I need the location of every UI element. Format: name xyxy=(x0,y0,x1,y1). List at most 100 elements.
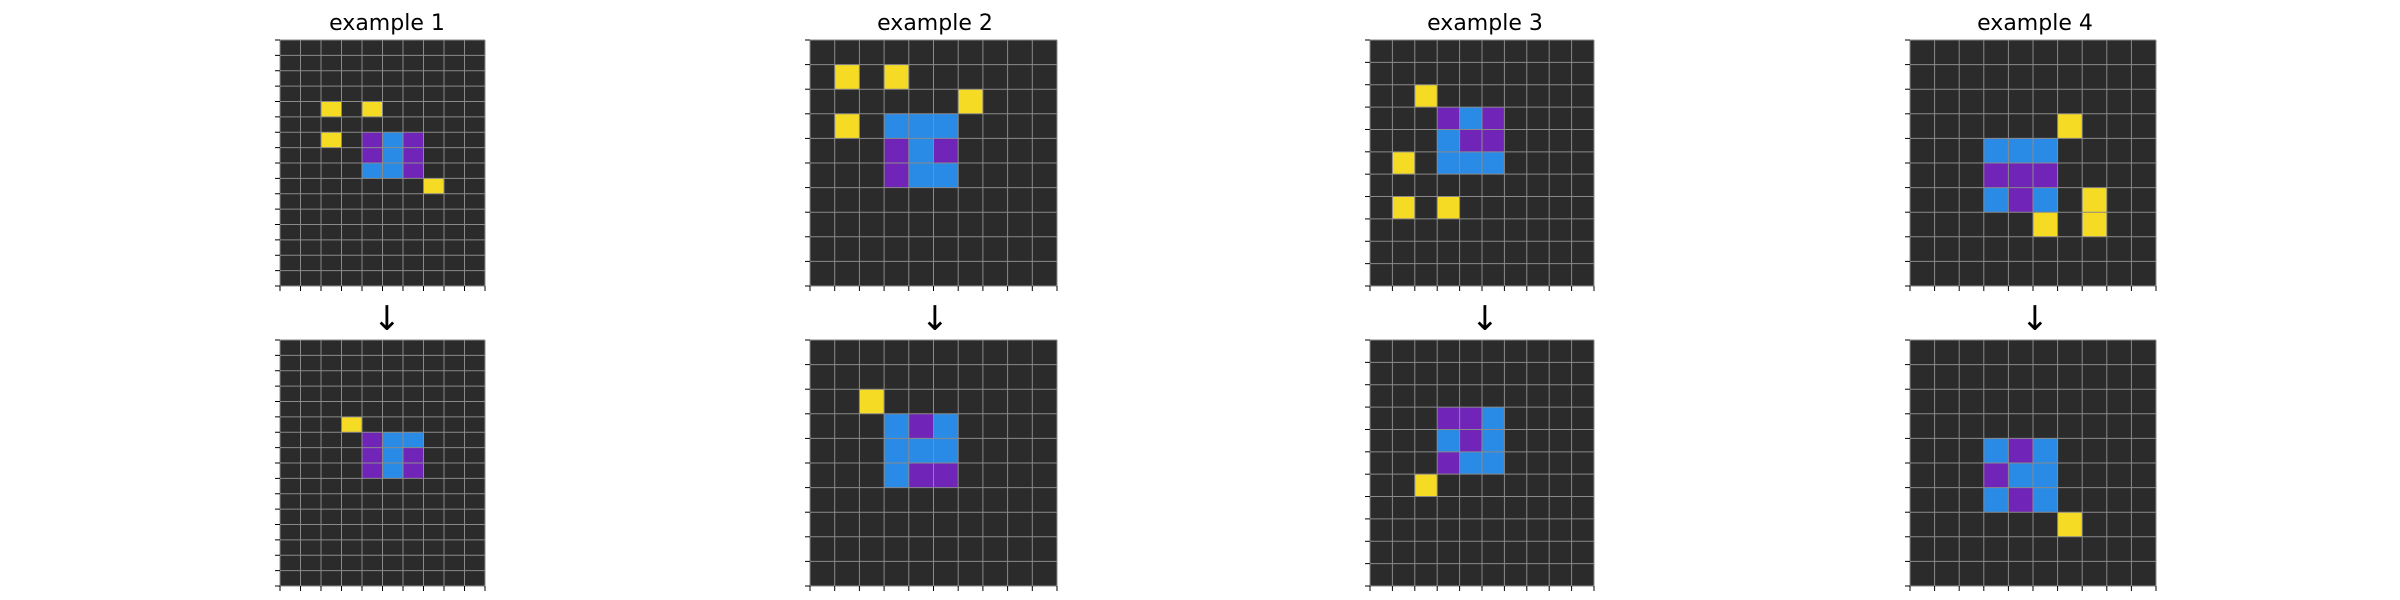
example-panel-2: example 2 ↓ xyxy=(805,11,1058,591)
output-grid xyxy=(1365,339,1595,591)
input-grid-cell xyxy=(908,138,934,163)
output-grid-cell xyxy=(382,447,403,463)
output-grid-cell xyxy=(403,432,424,448)
output-grid-cell xyxy=(382,463,403,479)
output-grid-cell xyxy=(1459,407,1482,430)
down-arrow-icon: ↓ xyxy=(373,299,402,339)
input-grid-cell xyxy=(884,113,909,139)
input-grid-ticks xyxy=(275,39,486,291)
output-grid-ticks xyxy=(1365,339,1595,591)
input-grid-cell xyxy=(1392,151,1415,175)
output-grid-cell xyxy=(403,463,424,479)
output-grid-cell xyxy=(1459,451,1482,475)
output-grid-ticks xyxy=(275,339,486,591)
example-panel-4: example 4 ↓ xyxy=(1905,11,2157,591)
output-grid-cell xyxy=(1983,438,2009,463)
output-grid-cell xyxy=(1437,451,1460,475)
output-grid-cell xyxy=(1459,429,1482,452)
input-grid-cell xyxy=(2033,212,2058,237)
input-grid xyxy=(1905,39,2157,291)
output-grid-cell xyxy=(2033,438,2058,463)
input-grid-cell xyxy=(2082,212,2107,237)
input-grid-ticks xyxy=(1365,39,1595,291)
output-grid-cell xyxy=(933,413,959,439)
input-grid-cell xyxy=(1983,163,2009,188)
input-grid-cell xyxy=(2057,113,2083,139)
output-grid-cell xyxy=(933,463,959,488)
input-grid-cell xyxy=(834,113,860,139)
input-grid-cell xyxy=(362,163,383,179)
input-grid-cell xyxy=(933,138,959,163)
example-title: example 2 xyxy=(877,11,993,36)
input-grid-gridlines xyxy=(279,39,486,287)
input-grid-cell xyxy=(1392,196,1415,219)
output-grid-cell xyxy=(362,447,383,463)
output-grid-cell xyxy=(884,413,909,439)
output-grid-gridlines xyxy=(809,339,1058,587)
input-grid-cell xyxy=(1983,187,2009,213)
input-grid-cell xyxy=(403,147,424,163)
input-grid-cell xyxy=(1482,151,1505,175)
output-grid-cell xyxy=(908,413,934,439)
input-grid xyxy=(275,39,486,291)
output-grid-cell xyxy=(859,389,885,414)
output-grid-cell xyxy=(362,463,383,479)
input-grid-cell xyxy=(933,163,959,188)
output-grid-cell xyxy=(1482,407,1505,430)
input-grid-cell xyxy=(1414,84,1438,108)
output-grid-cell xyxy=(2057,512,2083,537)
output-grid-cell xyxy=(933,438,959,463)
input-grid-cell xyxy=(382,132,403,148)
input-grid-cell xyxy=(1482,107,1505,130)
input-grid-cell xyxy=(362,147,383,163)
input-grid-ticks xyxy=(805,39,1058,291)
input-grid-cell xyxy=(1437,196,1460,219)
output-grid-cell xyxy=(1437,429,1460,452)
input-grid-cell xyxy=(933,113,959,139)
output-grid-cell xyxy=(2008,487,2033,513)
output-grid-cell xyxy=(382,432,403,448)
down-arrow-icon: ↓ xyxy=(2021,299,2050,339)
input-grid-cell xyxy=(423,178,444,194)
down-arrow-icon: ↓ xyxy=(921,299,950,339)
output-grid-ticks xyxy=(805,339,1058,591)
output-grid-gridlines xyxy=(1369,339,1595,587)
input-grid-cell xyxy=(1459,129,1482,152)
output-grid-cell xyxy=(2008,463,2033,488)
input-grid-cell xyxy=(1482,129,1505,152)
output-grid-gridlines xyxy=(279,339,486,587)
output-grid-cell xyxy=(884,438,909,463)
output-grid xyxy=(805,339,1058,591)
input-grid-cell xyxy=(382,147,403,163)
output-grid-cell xyxy=(1482,429,1505,452)
output-grid-cell xyxy=(884,463,909,488)
input-grid-cell xyxy=(321,101,342,117)
example-title: example 4 xyxy=(1977,11,2093,36)
output-grid-cell xyxy=(2033,463,2058,488)
input-grid-cell xyxy=(321,132,342,148)
input-grid-cell xyxy=(403,163,424,179)
output-grid-cell xyxy=(1414,474,1438,497)
output-grid-cell xyxy=(1437,407,1460,430)
input-grid-cell xyxy=(382,163,403,179)
input-grid-cell xyxy=(362,101,383,117)
input-grid-cell xyxy=(2008,138,2033,163)
input-grid-cell xyxy=(362,132,383,148)
example-panels: example 1 ↓ example 2 ↓ example 3 ↓ example 4 ↓ xyxy=(275,11,2157,591)
down-arrow-icon: ↓ xyxy=(1471,299,1500,339)
output-grid-cell xyxy=(362,432,383,448)
input-grid xyxy=(1365,39,1595,291)
input-grid-cell xyxy=(1459,107,1482,130)
example-title: example 1 xyxy=(329,11,445,36)
input-grid-cell xyxy=(884,163,909,188)
input-grid-cell xyxy=(884,138,909,163)
input-grid-cell xyxy=(1437,107,1460,130)
output-grid-cell xyxy=(1983,487,2009,513)
output-grid-gridlines xyxy=(1909,339,2157,587)
output-grid-ticks xyxy=(1905,339,2157,591)
output-grid-cell xyxy=(2033,487,2058,513)
input-grid-cell xyxy=(884,64,909,90)
input-grid-cell xyxy=(834,64,860,90)
input-grid-cell xyxy=(2033,138,2058,163)
